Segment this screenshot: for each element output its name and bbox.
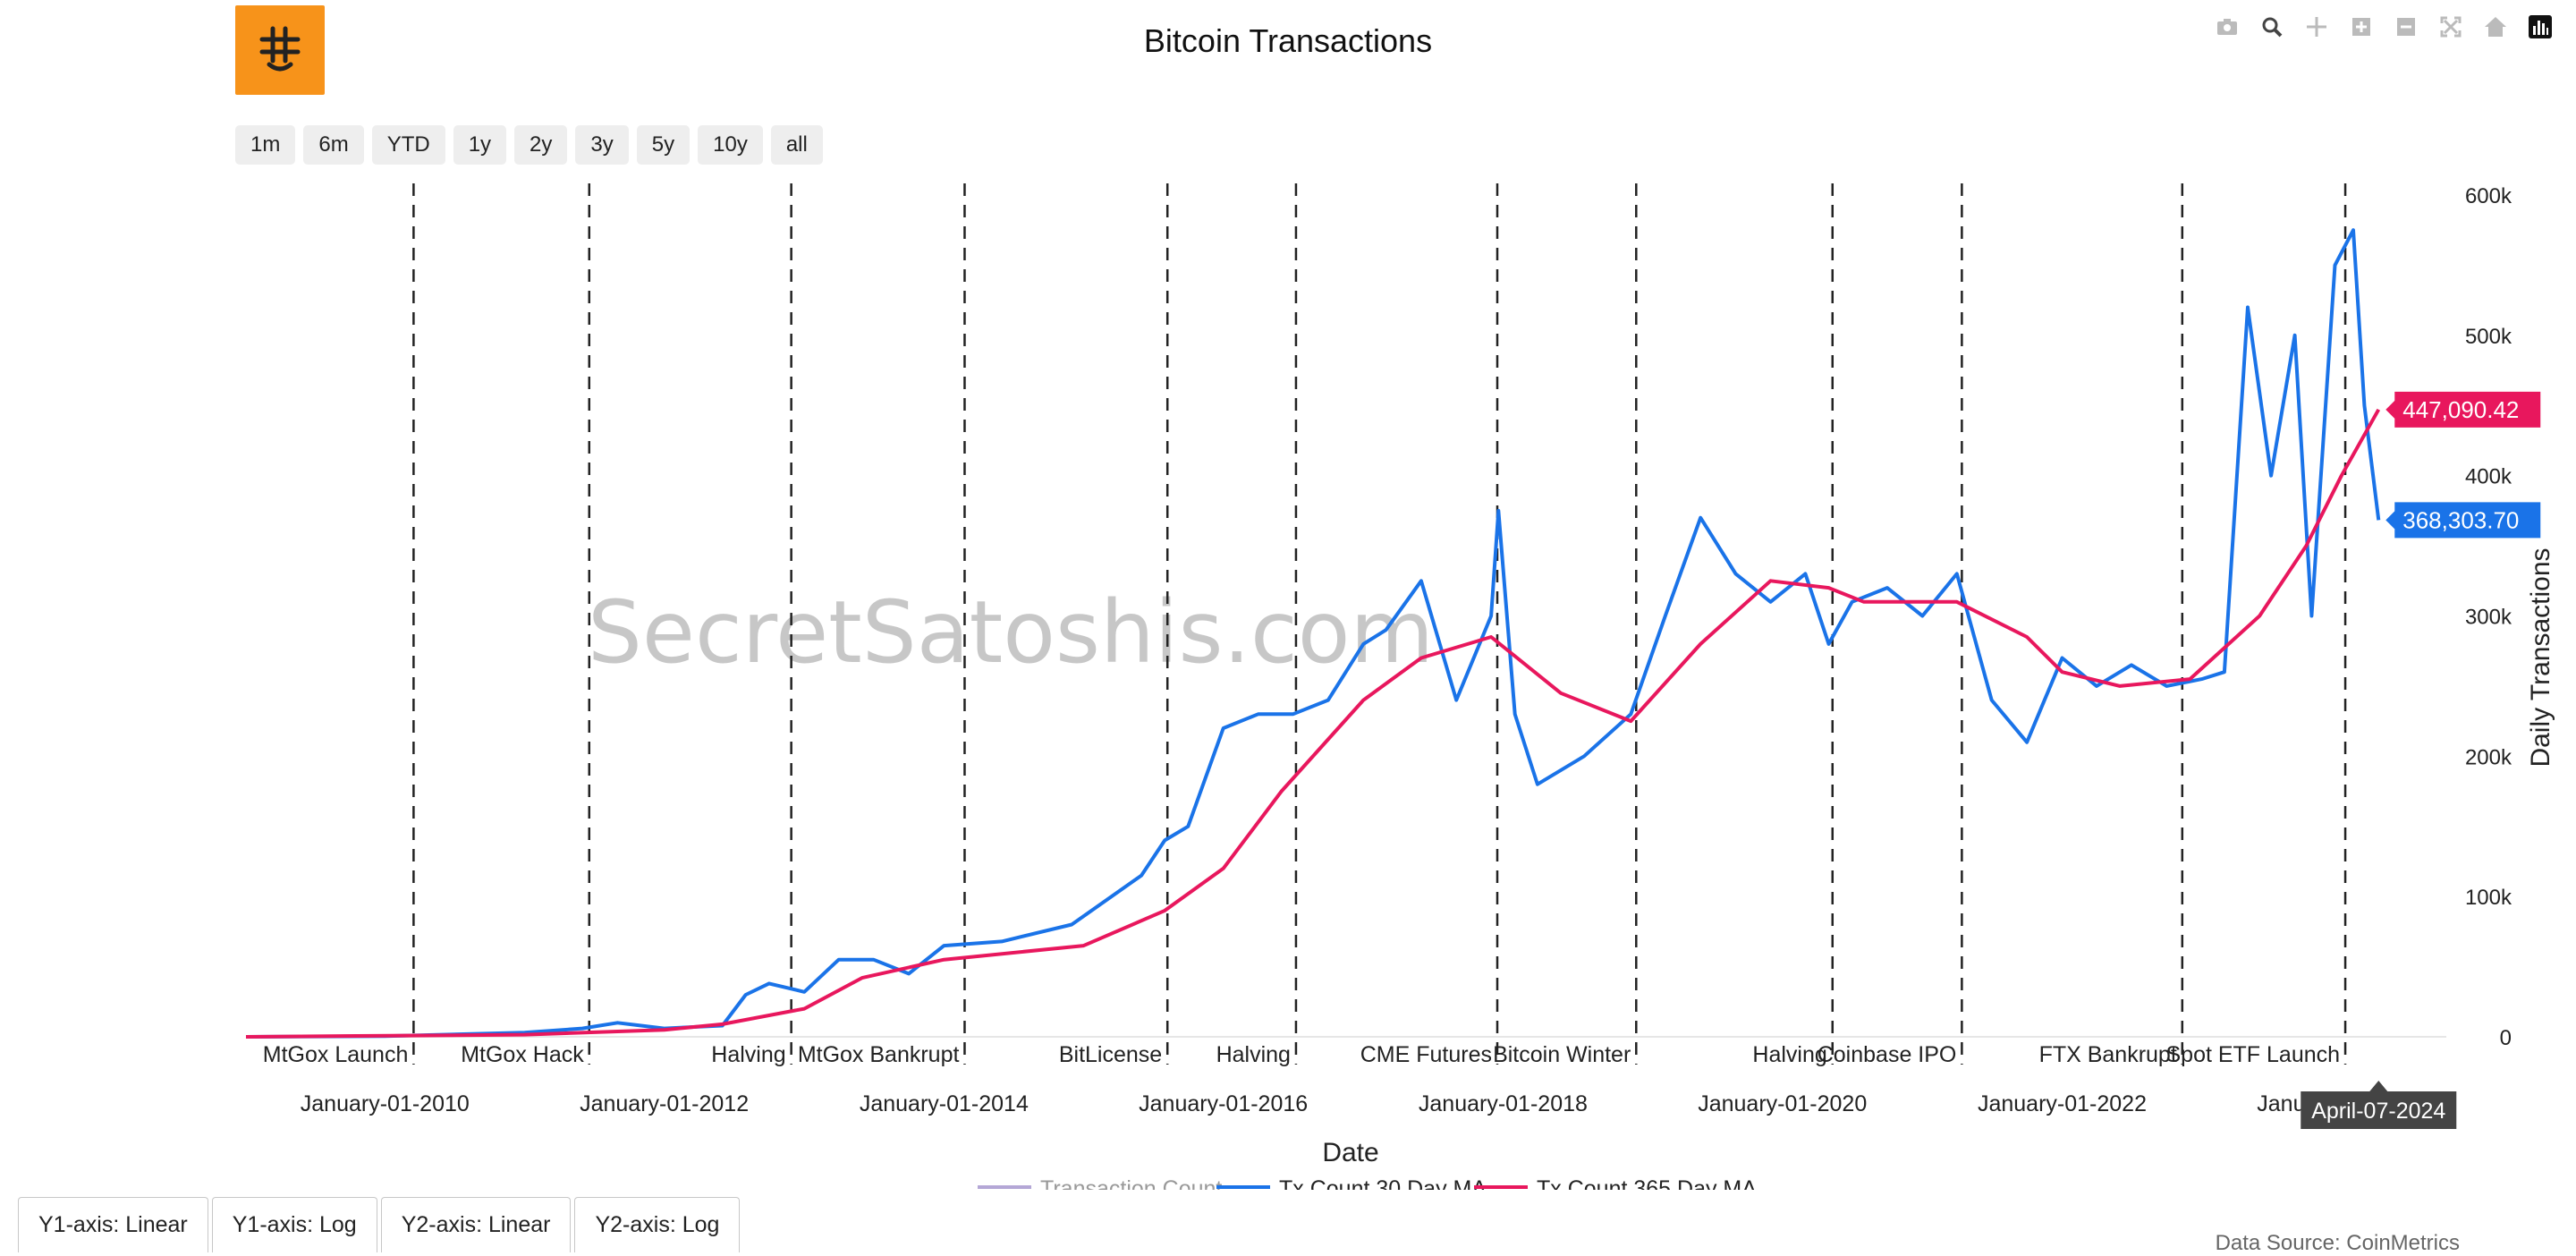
legend-label: Transaction Count	[1040, 1176, 1222, 1190]
y-tick-label: 500k	[2465, 325, 2512, 349]
event-label: Spot ETF Launch	[2165, 1042, 2340, 1067]
event-label: MtGox Bankrupt	[798, 1042, 960, 1067]
range-all-button[interactable]: all	[770, 125, 823, 165]
legend-label: Tx Count 30 Day MA	[1279, 1176, 1487, 1190]
range-6m-button[interactable]: 6m	[303, 125, 364, 165]
y-tick-label: 600k	[2465, 184, 2512, 208]
x-tick-label: January-01-2010	[301, 1091, 470, 1116]
x-tick-label: January-01-2018	[1419, 1091, 1588, 1116]
hover-date-bg	[2301, 1081, 2457, 1129]
x-tick-label: January-01-2014	[860, 1091, 1029, 1116]
data-source-note: Data Source: CoinMetrics	[2215, 1231, 2460, 1255]
chart-bars-icon[interactable]	[2526, 13, 2555, 41]
event-label: Coinbase IPO	[1818, 1042, 1957, 1067]
event-label: MtGox Launch	[263, 1042, 409, 1067]
legend-label: Tx Count 365 Day MA	[1537, 1176, 1757, 1190]
hover-ma365-label-bg	[2385, 391, 2541, 428]
y-axis-label: Daily Transactions	[2526, 547, 2555, 767]
event-label: Halving	[711, 1042, 785, 1067]
range-ytd-button[interactable]: YTD	[371, 125, 445, 165]
event-label: CME Futures	[1360, 1042, 1492, 1067]
x-tick-label: January-01-2020	[1698, 1091, 1867, 1116]
x-tick-label: January-01-2022	[1978, 1091, 2147, 1116]
axis-scale-buttons: Y1-axis: Linear Y1-axis: Log Y2-axis: Li…	[18, 1197, 741, 1252]
zoom-out-icon[interactable]	[2392, 13, 2420, 41]
event-label: BitLicense	[1059, 1042, 1162, 1067]
range-1m-button[interactable]: 1m	[235, 125, 296, 165]
y2-linear-button[interactable]: Y2-axis: Linear	[380, 1197, 572, 1252]
y-tick-label: 200k	[2465, 745, 2512, 769]
y-tick-label: 100k	[2465, 886, 2512, 910]
range-3y-button[interactable]: 3y	[575, 125, 629, 165]
range-2y-button[interactable]: 2y	[514, 125, 568, 165]
legend-item[interactable]: Tx Count 365 Day MA	[1474, 1176, 1757, 1190]
event-label: FTX Bankrupt	[2039, 1042, 2177, 1067]
y-tick-label: 300k	[2465, 606, 2512, 630]
zoom-icon[interactable]	[2258, 13, 2286, 41]
hover-ma30-label: 368,303.70	[2385, 502, 2541, 539]
event-label: Halving	[1216, 1042, 1291, 1067]
x-tick-label: January-01-2012	[580, 1091, 749, 1116]
home-icon[interactable]	[2481, 13, 2510, 41]
camera-icon[interactable]	[2213, 13, 2241, 41]
series-ma30-line[interactable]	[245, 228, 2381, 1039]
y2-log-button[interactable]: Y2-axis: Log	[574, 1197, 741, 1252]
bitcoin-logo-icon	[259, 26, 301, 72]
event-label: MtGox Hack	[461, 1042, 584, 1067]
range-5y-button[interactable]: 5y	[636, 125, 691, 165]
y-tick-label: 400k	[2465, 465, 2512, 489]
hover-ma30-label-bg	[2385, 502, 2541, 539]
hover-ma30-label-text: 368,303.70	[2402, 506, 2519, 533]
y1-log-button[interactable]: Y1-axis: Log	[211, 1197, 377, 1252]
chart-title: Bitcoin Transactions	[1144, 22, 1432, 59]
pan-icon[interactable]	[2302, 13, 2331, 41]
x-axis-label: Date	[1322, 1138, 1378, 1167]
y1-linear-button[interactable]: Y1-axis: Linear	[18, 1197, 208, 1252]
range-1y-button[interactable]: 1y	[453, 125, 507, 165]
series-ma365-line[interactable]	[245, 408, 2381, 1039]
event-label: Halving	[1752, 1042, 1826, 1067]
range-selector: 1m 6m YTD 1y 2y 3y 5y 10y all	[235, 125, 823, 165]
logo	[235, 5, 325, 95]
chart-svg[interactable]: Bitcoin Transactions SecretSatoshis.com …	[0, 0, 2576, 1190]
legend-item[interactable]: Tx Count 30 Day MA	[1216, 1176, 1487, 1190]
event-label: Bitcoin Winter	[1493, 1042, 1631, 1067]
autoscale-icon[interactable]	[2436, 13, 2465, 41]
zoom-in-icon[interactable]	[2347, 13, 2376, 41]
x-tick-label: January-01-2016	[1139, 1091, 1308, 1116]
y-tick-label: 0	[2500, 1026, 2512, 1050]
range-10y-button[interactable]: 10y	[698, 125, 763, 165]
hover-ma365-label: 447,090.42	[2385, 391, 2541, 428]
hover-date-text: April-07-2024	[2311, 1099, 2445, 1124]
watermark-text: SecretSatoshis.com	[588, 582, 1434, 683]
hover-date-badge: April-07-2024	[2301, 1081, 2457, 1129]
legend-item[interactable]: Transaction Count	[978, 1176, 1222, 1190]
hover-ma365-label-text: 447,090.42	[2402, 396, 2519, 423]
modebar	[2213, 9, 2555, 45]
